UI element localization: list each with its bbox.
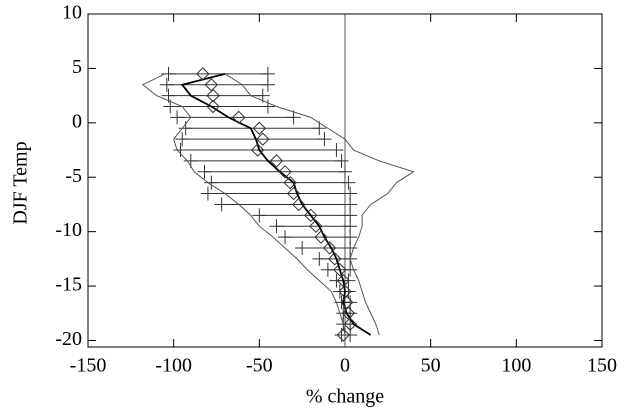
diamond-marker — [322, 241, 337, 255]
y-tick-label: -10 — [55, 219, 82, 241]
x-tick-label: 100 — [501, 355, 531, 377]
line-series — [141, 73, 346, 336]
error-cap — [278, 230, 293, 245]
line-series — [224, 73, 415, 336]
error-cap — [341, 284, 356, 299]
diamond-marker — [343, 317, 357, 331]
error-cap — [295, 240, 310, 255]
error-cap — [269, 219, 284, 234]
error-cap — [197, 164, 212, 179]
x-tick-label: -100 — [155, 355, 192, 377]
diamond-marker — [206, 99, 220, 114]
error-cap — [286, 110, 301, 125]
diamond-marker — [304, 208, 318, 223]
x-tick-label: -50 — [246, 355, 273, 377]
diamond-marker — [196, 67, 210, 81]
diamond-marker — [328, 252, 342, 266]
error-cap — [329, 143, 344, 158]
diamond-marker — [283, 175, 297, 190]
error-cap — [200, 186, 215, 201]
y-axis-label: DJF Temp — [10, 141, 32, 224]
diamond-marker — [269, 154, 284, 168]
diamond-marker — [206, 88, 220, 103]
diamond-marker — [250, 143, 265, 157]
error-cap — [260, 99, 275, 114]
diamond-marker — [232, 110, 246, 125]
diamond-marker — [256, 132, 270, 146]
error-cap — [334, 153, 349, 168]
x-tick-label: 0 — [340, 355, 350, 377]
diamond-marker — [252, 121, 267, 135]
error-cap — [338, 164, 352, 179]
diamond-marker — [333, 263, 347, 277]
x-tick-label: -150 — [70, 355, 107, 377]
error-cap — [320, 262, 335, 277]
error-cap — [329, 273, 344, 288]
error-cap — [317, 132, 332, 147]
y-tick-label: 10 — [62, 2, 82, 24]
diamond-marker — [314, 230, 328, 244]
error-cap — [170, 110, 185, 125]
x-axis-label: % change — [306, 386, 384, 408]
y-tick-label: -5 — [65, 165, 82, 187]
error-cap — [252, 208, 267, 223]
error-cap — [214, 197, 229, 212]
error-cap — [161, 66, 176, 81]
error-cap — [173, 143, 188, 158]
y-tick-label: 0 — [72, 110, 82, 132]
error-cap — [312, 121, 327, 136]
x-tick-label: 50 — [421, 355, 441, 377]
line-series — [180, 72, 372, 336]
diamond-marker — [286, 186, 301, 201]
x-tick-label: 150 — [587, 355, 617, 377]
error-cap — [312, 251, 327, 266]
diamond-marker — [336, 328, 350, 342]
error-cap — [175, 132, 190, 147]
diamond-marker — [292, 197, 306, 212]
error-cap — [159, 77, 174, 92]
diamond-marker — [309, 219, 323, 233]
error-cap — [260, 77, 275, 92]
y-tick-label: -20 — [55, 328, 82, 350]
diamond-marker — [278, 165, 292, 179]
y-tick-label: 5 — [72, 56, 82, 78]
error-cap — [341, 175, 356, 190]
y-tick-label: -15 — [55, 274, 82, 296]
error-cap — [204, 175, 219, 190]
